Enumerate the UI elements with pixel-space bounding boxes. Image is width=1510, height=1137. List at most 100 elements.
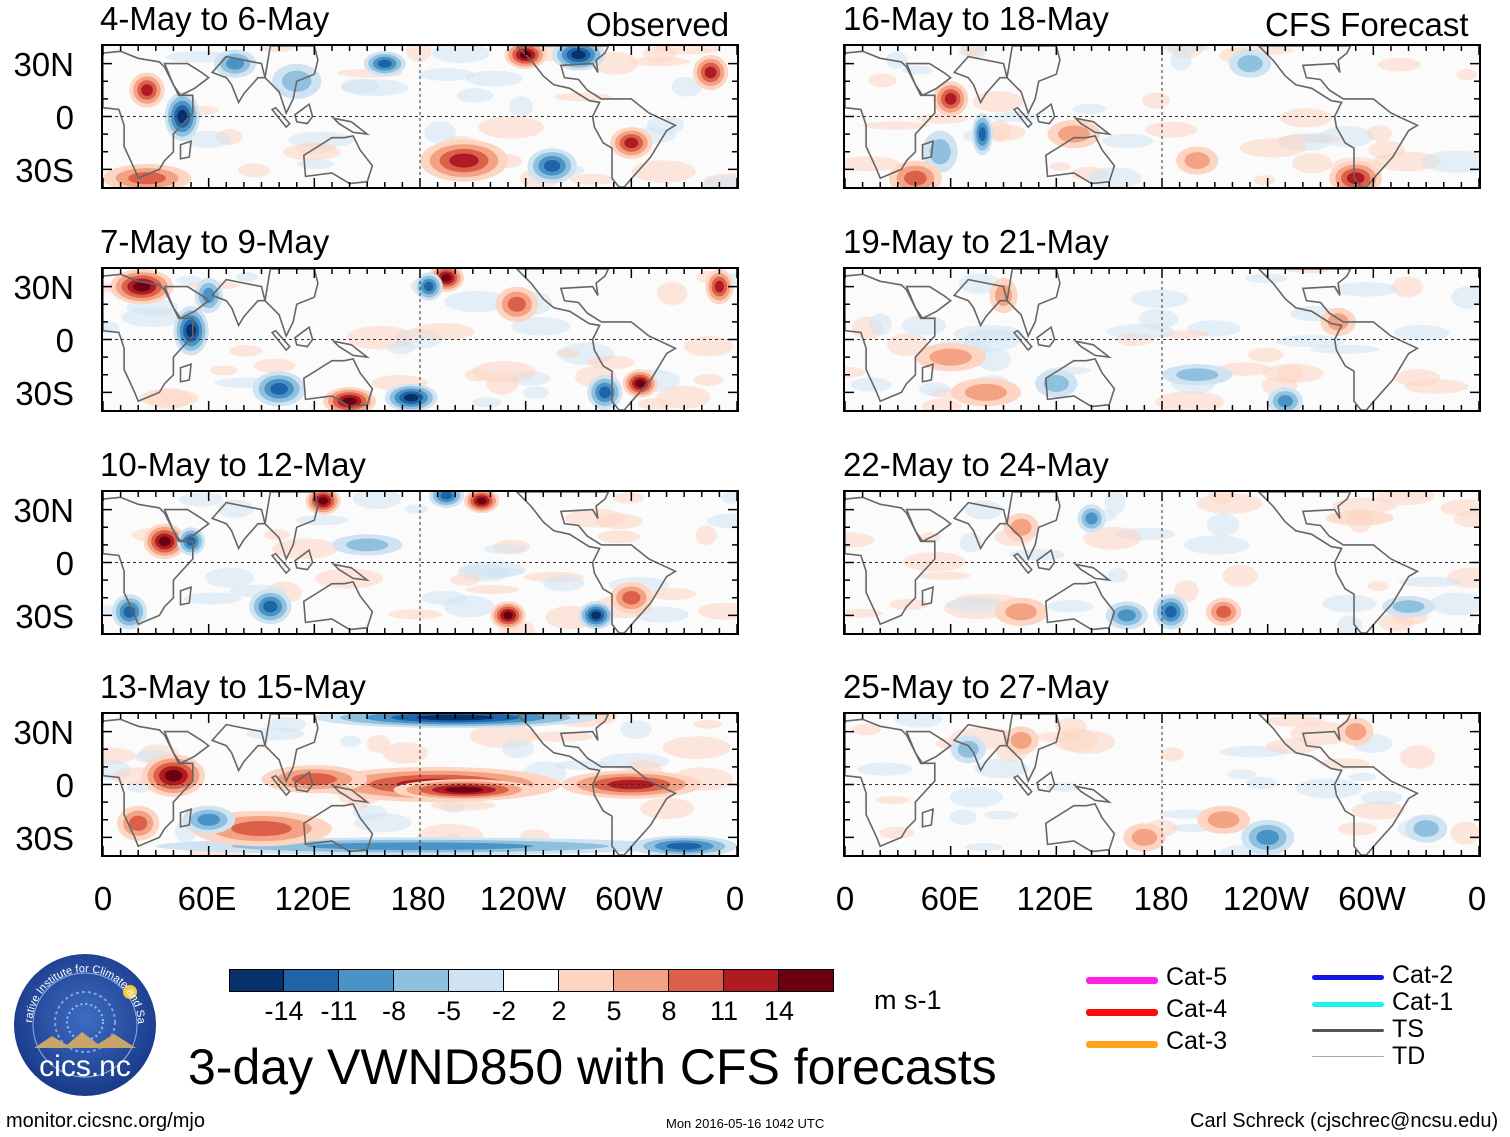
coastline — [163, 285, 211, 320]
colorbar-label: -8 — [381, 996, 406, 1026]
map-panel-obs-1 — [101, 44, 739, 189]
field-patch — [1324, 510, 1394, 526]
anomaly-contour — [186, 323, 196, 338]
field-patch — [845, 366, 866, 378]
coastline — [331, 785, 370, 804]
map-panel-obs-3 — [101, 490, 739, 635]
field-patch — [628, 57, 690, 67]
forecast-label: CFS Forecast — [1265, 6, 1469, 43]
coastline — [952, 501, 1009, 551]
field-patch — [406, 46, 432, 62]
field-patch — [509, 96, 534, 117]
field-patch — [887, 333, 928, 357]
coastline — [1044, 802, 1116, 853]
coastline — [1006, 492, 1061, 562]
coastline — [163, 508, 211, 543]
field-patch — [465, 70, 523, 87]
field-patch — [706, 513, 737, 529]
x-tick-60w-right: 60W — [1338, 880, 1406, 917]
x-tick-120w-right: 120W — [1222, 880, 1310, 917]
field-patch — [868, 313, 892, 336]
field-patch — [511, 317, 571, 336]
cics-logo-icon: Cooperative Institute for Climate and Sa… — [8, 943, 156, 1096]
anomaly-contour — [1207, 811, 1240, 829]
field-patch — [179, 492, 224, 507]
field-patch — [586, 355, 636, 370]
field-patch — [963, 329, 1021, 352]
coastline — [294, 325, 314, 348]
coastline — [1257, 46, 1420, 187]
field-patch — [1295, 778, 1363, 799]
field-patch — [974, 758, 1029, 779]
field-patch — [272, 538, 338, 560]
anomaly-contour — [622, 590, 641, 605]
legend-label-td: TD — [1392, 1042, 1426, 1070]
x-tick-360-left: 0 — [725, 880, 745, 917]
field-patch — [612, 492, 645, 504]
field-patch — [387, 341, 415, 355]
field-patch — [1196, 493, 1263, 514]
coastline — [294, 102, 314, 125]
anomaly-contour — [929, 139, 951, 165]
field-patch — [235, 272, 258, 282]
colorbar-swatch — [504, 969, 559, 992]
colorbar-label: -11 — [320, 996, 358, 1026]
y-tick-eq-row3: 0 — [55, 545, 74, 582]
field-patch — [1367, 581, 1389, 592]
field-patch — [1284, 269, 1331, 274]
coastline — [264, 269, 319, 339]
panel-title-obs-3: 10-May to 12-May — [100, 446, 366, 483]
panel-title-fcst-2: 19-May to 21-May — [843, 223, 1109, 260]
colorbar-label: 5 — [606, 996, 622, 1026]
field-patch — [1366, 125, 1393, 142]
coastline — [331, 563, 370, 582]
field-patch — [464, 368, 492, 382]
x-tick-120w-left: 120W — [479, 880, 567, 917]
field-patch — [1161, 747, 1184, 762]
anomaly-contour — [1164, 605, 1177, 618]
field-patch — [946, 597, 1005, 613]
coastline — [179, 140, 193, 160]
field-patch — [1279, 108, 1332, 128]
panel-title-fcst-4: 25-May to 27-May — [843, 668, 1109, 705]
coastline — [163, 730, 211, 765]
field-patch — [424, 121, 456, 144]
field-patch — [1247, 347, 1284, 363]
field-patch — [1276, 335, 1346, 348]
field-patch — [314, 568, 384, 589]
y-tick-30n-row3: 30N — [13, 492, 74, 529]
coastline — [905, 285, 953, 320]
y-tick-30s-row4: 30S — [15, 820, 74, 857]
anomaly-contour — [714, 280, 725, 293]
field-patch — [121, 307, 186, 327]
field-patch — [1170, 50, 1192, 71]
coastline — [905, 508, 953, 543]
field-patch — [902, 552, 966, 572]
anomaly-contour — [449, 153, 479, 168]
field-patch — [1072, 103, 1107, 115]
field-patch — [483, 544, 527, 554]
anomaly-contour — [424, 281, 434, 292]
field-patch — [1246, 776, 1277, 790]
coastline — [1073, 117, 1112, 136]
field-patch — [1239, 138, 1307, 158]
field-patch — [1332, 497, 1397, 514]
field-patch — [1142, 92, 1170, 109]
field-patch — [297, 158, 334, 170]
coastline — [103, 496, 194, 626]
field-patch — [1300, 132, 1334, 143]
field-patch — [656, 281, 688, 305]
anomaly-contour — [164, 769, 183, 782]
field-patch — [1106, 324, 1175, 340]
field-patch — [1429, 592, 1479, 616]
coastline — [210, 723, 267, 773]
field-patch — [450, 573, 480, 586]
panel-title-fcst-1: 16-May to 18-May — [843, 0, 1109, 37]
field-patch — [388, 609, 443, 620]
anomaly-contour — [133, 281, 151, 292]
coastline — [1036, 325, 1056, 348]
legend-line-cat-4 — [1086, 1009, 1158, 1016]
anomaly-contour — [1256, 829, 1279, 845]
field-patch — [1440, 499, 1479, 517]
coastline — [294, 548, 314, 571]
